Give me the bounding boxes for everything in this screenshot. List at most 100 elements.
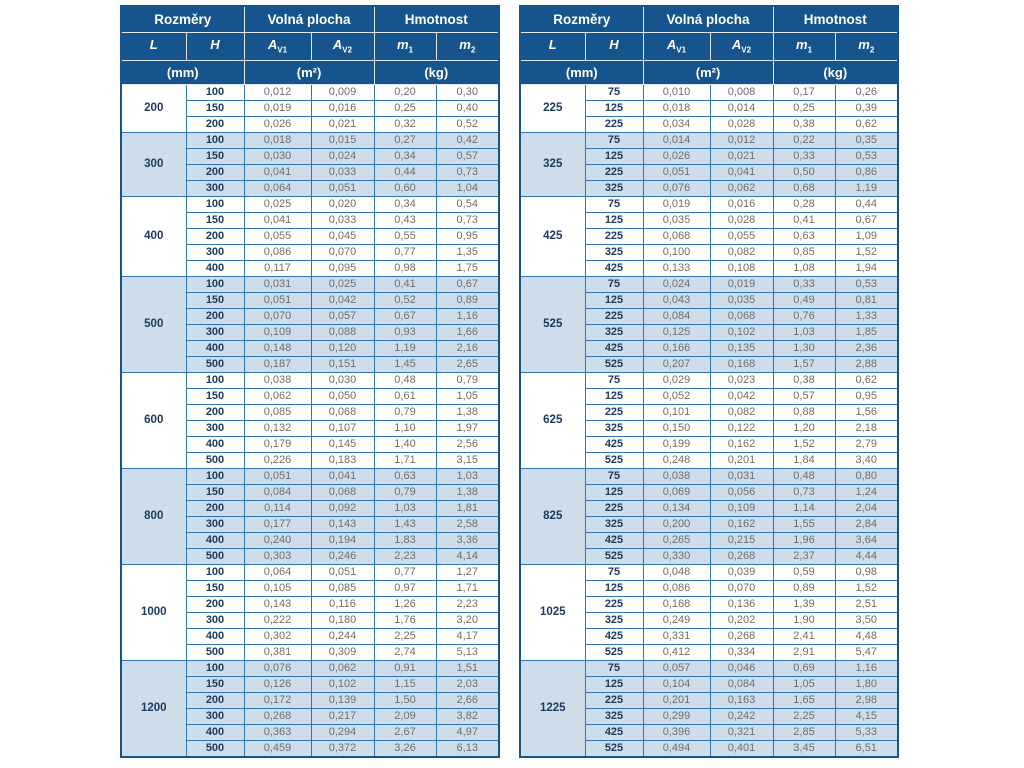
value-Av1-cell: 0,084 [642, 307, 711, 325]
col-header-Av1: AV1 [243, 31, 312, 61]
value-Av2-cell: 0,019 [709, 275, 774, 293]
value-m2-cell: 0,52 [435, 115, 500, 133]
value-Av2-cell: 0,321 [709, 723, 774, 741]
spec-table-right-wrap: Rozměry Volná plocha Hmotnost L H AV1 AV… [519, 5, 900, 758]
value-Av1-cell: 0,299 [642, 707, 711, 725]
value-Av2-cell: 0,082 [709, 403, 774, 421]
dimension-H-cell: 500 [185, 739, 245, 757]
table-row: 225 0,034 0,028 0,38 0,62 [520, 115, 899, 133]
value-m1-cell: 0,41 [772, 211, 836, 229]
value-m1-cell: 0,55 [373, 227, 437, 245]
value-Av1-cell: 0,105 [243, 579, 312, 597]
value-m2-cell: 1,51 [435, 659, 500, 677]
value-Av2-cell: 0,143 [310, 515, 375, 533]
dimension-L-cell: 325 [519, 131, 586, 197]
dimension-H-cell: 150 [185, 147, 245, 165]
value-m1-cell: 0,76 [772, 307, 836, 325]
dimension-H-cell: 200 [185, 307, 245, 325]
value-Av2-cell: 0,070 [709, 579, 774, 597]
unit-m2: (m²) [243, 59, 375, 85]
dimension-H-cell: 400 [185, 259, 245, 277]
dimension-L-cell: 225 [519, 83, 586, 133]
value-Av1-cell: 0,331 [642, 627, 711, 645]
value-Av1-cell: 0,459 [243, 739, 312, 757]
table-row: 225 0,101 0,082 0,88 1,56 [520, 403, 899, 421]
value-m2-cell: 2,04 [834, 499, 899, 517]
value-m2-cell: 0,42 [435, 131, 500, 149]
value-Av2-cell: 0,033 [310, 163, 375, 181]
value-m1-cell: 2,67 [373, 723, 437, 741]
value-m1-cell: 0,98 [373, 259, 437, 277]
value-Av2-cell: 0,020 [310, 195, 375, 213]
table-row: 125 0,069 0,056 0,73 1,24 [520, 483, 899, 501]
value-m2-cell: 1,38 [435, 483, 500, 501]
value-m1-cell: 0,22 [772, 131, 836, 149]
value-Av1-cell: 0,057 [642, 659, 711, 677]
value-m1-cell: 0,69 [772, 659, 836, 677]
value-Av2-cell: 0,070 [310, 243, 375, 261]
dimension-H-cell: 75 [584, 659, 644, 677]
table-row: 400 0,117 0,095 0,98 1,75 [121, 259, 500, 277]
table-row: 500 0,303 0,246 2,23 4,14 [121, 547, 500, 565]
dimension-H-cell: 150 [185, 675, 245, 693]
value-m1-cell: 0,57 [772, 387, 836, 405]
value-Av1-cell: 0,014 [642, 131, 711, 149]
value-Av1-cell: 0,030 [243, 147, 312, 165]
table-row: 425 0,199 0,162 1,52 2,79 [520, 435, 899, 453]
dimension-H-cell: 425 [584, 259, 644, 277]
value-m1-cell: 1,26 [373, 595, 437, 613]
dimension-H-cell: 400 [185, 723, 245, 741]
value-m2-cell: 1,16 [834, 659, 899, 677]
dimension-H-cell: 500 [185, 355, 245, 373]
value-Av1-cell: 0,019 [243, 99, 312, 117]
value-Av1-cell: 0,303 [243, 547, 312, 565]
table-row: 525 0,494 0,401 3,45 6,51 [520, 739, 899, 757]
value-Av1-cell: 0,240 [243, 531, 312, 549]
value-m2-cell: 0,81 [834, 291, 899, 309]
value-Av1-cell: 0,086 [243, 243, 312, 261]
value-Av1-cell: 0,051 [243, 291, 312, 309]
value-m2-cell: 2,16 [435, 339, 500, 357]
dimension-H-cell: 525 [584, 355, 644, 373]
value-m2-cell: 2,79 [834, 435, 899, 453]
dimension-H-cell: 225 [584, 691, 644, 709]
dimension-H-cell: 100 [185, 563, 245, 581]
dimension-L-cell: 1000 [120, 563, 187, 661]
value-m1-cell: 0,68 [772, 179, 836, 197]
value-Av1-cell: 0,125 [642, 323, 711, 341]
value-m1-cell: 2,41 [772, 627, 836, 645]
table-row: 150 0,084 0,068 0,79 1,38 [121, 483, 500, 501]
dimension-H-cell: 75 [584, 563, 644, 581]
value-m2-cell: 0,73 [435, 163, 500, 181]
table-row: 425 0,331 0,268 2,41 4,48 [520, 627, 899, 645]
value-m2-cell: 0,54 [435, 195, 500, 213]
dimension-H-cell: 225 [584, 403, 644, 421]
value-m1-cell: 0,49 [772, 291, 836, 309]
dimension-H-cell: 325 [584, 179, 644, 197]
value-Av2-cell: 0,139 [310, 691, 375, 709]
value-m1-cell: 0,85 [772, 243, 836, 261]
table-row: 200 0,055 0,045 0,55 0,95 [121, 227, 500, 245]
value-Av2-cell: 0,033 [310, 211, 375, 229]
value-m1-cell: 1,45 [373, 355, 437, 373]
value-Av1-cell: 0,101 [642, 403, 711, 421]
value-Av2-cell: 0,031 [709, 467, 774, 485]
value-m2-cell: 4,14 [435, 547, 500, 565]
value-m2-cell: 6,13 [435, 739, 500, 757]
col-header-Av2: AV2 [310, 31, 375, 61]
value-Av2-cell: 0,092 [310, 499, 375, 517]
spec-table-left: Rozměry Volná plocha Hmotnost L H AV1 AV… [120, 5, 501, 758]
value-Av2-cell: 0,012 [709, 131, 774, 149]
value-m1-cell: 0,67 [373, 307, 437, 325]
value-Av2-cell: 0,107 [310, 419, 375, 437]
value-m1-cell: 1,96 [772, 531, 836, 549]
value-m1-cell: 1,52 [772, 435, 836, 453]
dimension-L-cell: 200 [120, 83, 187, 133]
value-m2-cell: 0,39 [834, 99, 899, 117]
value-m1-cell: 0,34 [373, 195, 437, 213]
value-m2-cell: 1,52 [834, 579, 899, 597]
table-row: 800 100 0,051 0,041 0,63 1,03 [120, 467, 500, 565]
value-m1-cell: 0,17 [772, 83, 836, 101]
value-Av1-cell: 0,109 [243, 323, 312, 341]
